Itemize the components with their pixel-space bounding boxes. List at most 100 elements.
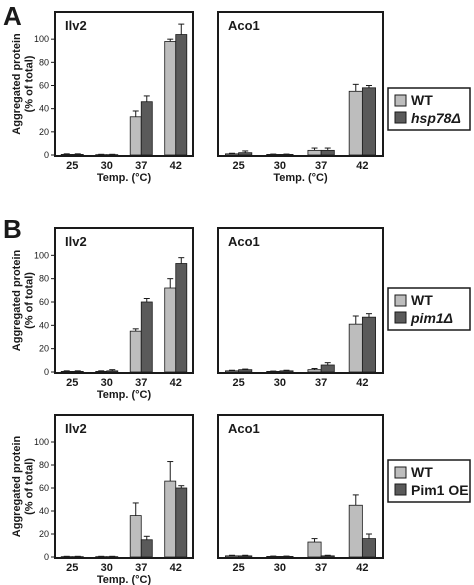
x-tick-label: 25: [233, 160, 245, 172]
bar: [175, 487, 188, 558]
y-tick-label: 40: [39, 320, 49, 330]
x-tick-label: 30: [274, 377, 286, 389]
bar: [238, 555, 253, 558]
bar: [129, 116, 142, 156]
y-axis-label: Aggregated protein(% of total): [11, 435, 36, 537]
y-tick-label: 0: [44, 552, 49, 562]
bar: [320, 149, 335, 156]
x-tick-label: 30: [101, 562, 113, 574]
bar: [225, 153, 240, 156]
chart-title: Aco1: [228, 234, 260, 249]
chart-b2-aco1: Aco1 25 30 37 42: [217, 414, 384, 574]
y-tick-label: 20: [39, 529, 49, 539]
y-tick-label: 0: [44, 150, 49, 160]
y-tick-label: 60: [39, 483, 49, 493]
x-tick-label: 30: [274, 562, 286, 574]
chart-frame: [217, 227, 384, 374]
bar: [225, 370, 240, 373]
bar: [71, 371, 84, 373]
legend-b2-mut-label: Pim1 OE: [411, 482, 469, 498]
legend-b2-wt-label: WT: [411, 464, 433, 480]
y-tick-label: 0: [44, 367, 49, 377]
bar: [164, 41, 177, 156]
y-tick-label: 40: [39, 104, 49, 114]
x-axis-label: Temp. (°C): [97, 172, 152, 184]
x-tick-label: 37: [315, 377, 327, 389]
x-tick-label: 25: [66, 377, 78, 389]
x-tick-label: 37: [315, 562, 327, 574]
x-tick-label: 42: [356, 160, 368, 172]
x-tick-label: 37: [135, 562, 147, 574]
legend-b1: WT pim1Δ: [387, 287, 471, 331]
chart-frame: [54, 414, 194, 559]
chart-frame: [54, 11, 194, 157]
y-tick-label: 100: [34, 437, 49, 447]
legend-b1-mut-label: pim1Δ: [410, 310, 453, 326]
x-tick-label: 30: [274, 160, 286, 172]
legend-b2-frame: [387, 459, 471, 503]
legend-b2-mut-swatch: [394, 483, 407, 496]
y-tick-label: 20: [39, 127, 49, 137]
legend-b1-wt-swatch: [394, 294, 407, 307]
y-tick-label: 100: [34, 250, 49, 260]
legend-a-mut-swatch: [394, 111, 407, 124]
legend-a-wt-label: WT: [411, 92, 433, 108]
legend-b1-wt-label: WT: [411, 292, 433, 308]
y-tick-label: 80: [39, 274, 49, 284]
chart-a-aco1: Aco1 25 30 37 42 Temp. (°C): [217, 11, 384, 184]
bar: [106, 370, 119, 373]
bar: [348, 90, 363, 156]
x-tick-label: 42: [170, 562, 182, 574]
bar: [60, 154, 73, 156]
bar: [129, 330, 142, 373]
bar: [129, 515, 142, 558]
bar: [238, 152, 253, 156]
x-tick-label: 42: [356, 377, 368, 389]
y-axis-label: Aggregated protein(% of total): [11, 33, 36, 135]
x-tick-label: 37: [315, 160, 327, 172]
legend-a-mut-label: hsp78Δ: [411, 110, 461, 126]
bar: [175, 263, 188, 373]
x-tick-label: 25: [66, 160, 78, 172]
bar: [320, 555, 335, 558]
chart-frame: [217, 414, 384, 559]
bar: [348, 504, 363, 558]
x-tick-label: 42: [356, 562, 368, 574]
bar: [361, 87, 376, 156]
panel-letter-b: B: [3, 214, 22, 244]
chart-title: Aco1: [228, 421, 260, 436]
bar: [164, 287, 177, 373]
x-tick-label: 25: [66, 562, 78, 574]
x-axis-label: Temp. (°C): [97, 389, 152, 401]
bar: [279, 370, 294, 373]
bar: [60, 371, 73, 373]
x-tick-label: 30: [101, 160, 113, 172]
x-tick-label: 25: [233, 377, 245, 389]
chart-title: Aco1: [228, 18, 260, 33]
x-tick-label: 37: [135, 377, 147, 389]
y-tick-label: 80: [39, 460, 49, 470]
x-tick-label: 30: [101, 377, 113, 389]
x-tick-label: 25: [233, 562, 245, 574]
chart-title: Ilv2: [65, 18, 87, 33]
y-tick-label: 60: [39, 297, 49, 307]
bar: [140, 101, 153, 156]
chart-title: Ilv2: [65, 421, 87, 436]
y-tick-label: 100: [34, 34, 49, 44]
x-tick-label: 42: [170, 377, 182, 389]
chart-frame: [217, 11, 384, 157]
y-tick-label: 60: [39, 81, 49, 91]
x-axis-label: Temp. (°C): [97, 574, 152, 585]
x-tick-label: 42: [170, 160, 182, 172]
bar: [164, 480, 177, 558]
bar: [238, 369, 253, 373]
bar: [348, 323, 363, 373]
legend-a-wt-swatch: [394, 94, 407, 107]
bar: [307, 369, 322, 373]
bar: [225, 555, 240, 558]
y-tick-label: 80: [39, 57, 49, 67]
bar: [307, 149, 322, 156]
legend-b2: WT Pim1 OE: [387, 459, 471, 503]
